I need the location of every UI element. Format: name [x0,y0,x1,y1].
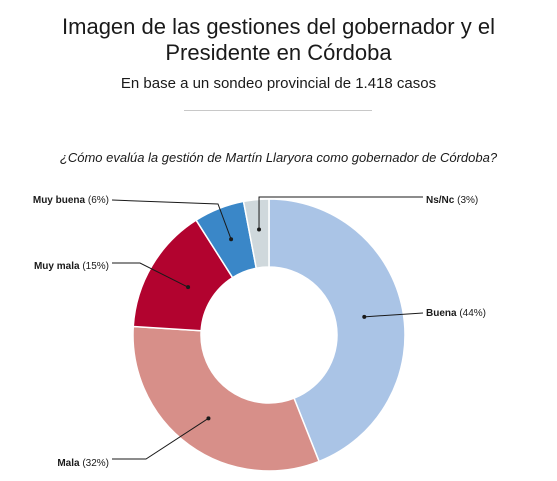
label-name-muy-mala: Muy mala [34,261,80,272]
chart-title: Imagen de las gestiones del gobernador y… [0,14,557,66]
label-value-muy-mala: (15%) [80,261,109,272]
leader-mala [112,417,209,460]
chart-title-line1: Imagen de las gestiones del gobernador y… [62,14,495,39]
title-divider [184,110,372,111]
slice-mala [132,325,321,472]
slice-labels: Buena (44%) Mala (32%) Muy mala (15%) Muy b… [33,195,486,469]
label-mala: Mala (32%) [57,458,109,469]
label-value-ns-nc: (3%) [454,195,478,206]
label-value-buena: (44%) [457,308,486,319]
label-ns-nc: Ns/Nc (3%) [426,195,478,206]
leader-dot-ns-nc [257,227,262,232]
leader-muy-mala [112,262,189,288]
leader-dot-muy-mala [186,285,191,290]
slice-ns-nc [242,198,270,270]
label-name-mala: Mala [57,458,80,469]
leader-dot-mala [206,416,211,421]
chart-title-line2: Presidente en Córdoba [165,40,392,65]
label-value-mala: (32%) [80,458,109,469]
label-buena: Buena (44%) [426,308,486,319]
label-muy-mala: Muy mala (15%) [34,261,109,272]
survey-question: ¿Cómo evalúa la gestión de Martín Llaryo… [59,150,498,165]
label-muy-buena: Muy buena (6%) [33,195,109,206]
leader-muy-buena [111,199,232,240]
leader-dot-muy-buena [229,237,234,242]
chart-subtitle: En base a un sondeo provincial de 1.418 … [120,75,437,92]
label-name-ns-nc: Ns/Nc [426,195,455,206]
slice-buena [268,198,406,463]
donut-slices [132,198,406,472]
leader-buena [364,312,424,318]
label-value-muy-buena: (6%) [85,195,109,206]
leader-ns-nc [258,196,423,230]
label-name-muy-buena: Muy buena [33,195,86,206]
label-name-buena: Buena [426,308,457,319]
leader-dot-buena [362,314,367,319]
label-leaders [111,196,424,460]
